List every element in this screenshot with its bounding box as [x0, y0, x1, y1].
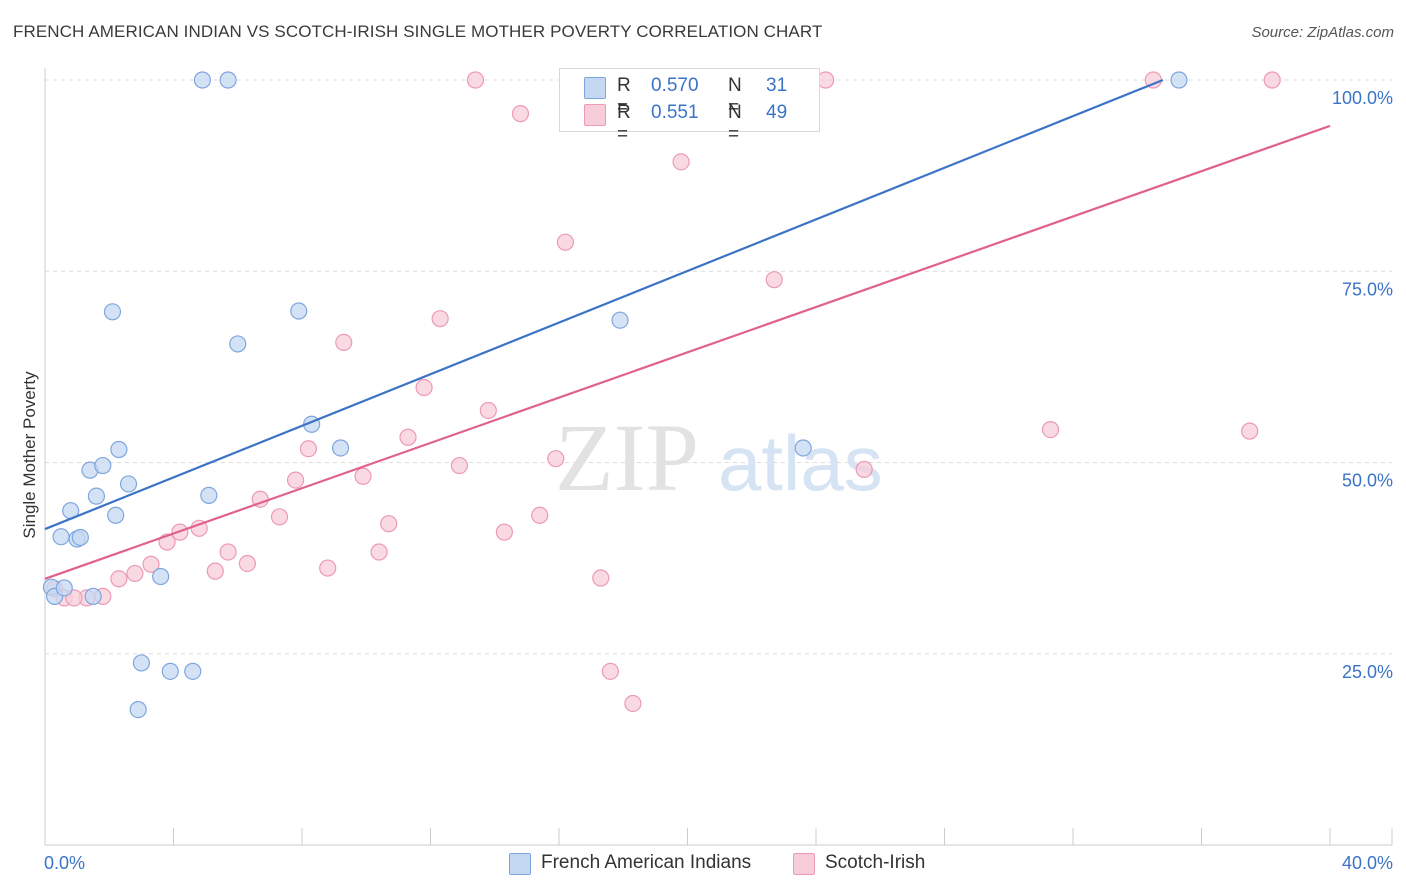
scotch-irish-point — [1041, 421, 1060, 439]
scotch-irish-point — [547, 450, 565, 468]
x-tick-label: 0.0% — [44, 853, 85, 873]
watermark-atlas: atlas — [718, 419, 883, 507]
french-american-indian-point — [794, 439, 812, 457]
french-american-indian-point — [1170, 71, 1188, 89]
french-american-indian-point — [94, 456, 112, 475]
scotch-irish-point — [466, 71, 485, 89]
blue-swatch — [509, 853, 531, 875]
scotch-irish-point — [765, 271, 783, 289]
french-american-indian-point — [219, 71, 237, 89]
scotch-irish-point — [370, 543, 388, 561]
n-value: 49 — [766, 102, 788, 123]
watermark-zip: ZIP — [555, 404, 699, 511]
scotch-irish-point — [142, 555, 160, 573]
r-value: 0.551 — [651, 102, 699, 123]
french-american-indian-point — [193, 71, 212, 89]
y-tick-label: 75.0% — [1342, 279, 1393, 299]
scotch-irish-point — [495, 523, 513, 541]
french-american-indian-point — [84, 587, 102, 605]
scotch-irish-point — [126, 564, 144, 583]
source-label: Source: ZipAtlas.com — [1251, 24, 1394, 41]
scotch-irish-trend-line — [44, 124, 1331, 580]
scotch-irish-point — [238, 554, 256, 573]
y-tick-label: 50.0% — [1342, 471, 1393, 491]
french-american-indian-point — [129, 700, 147, 719]
french-american-indian-trend-line — [44, 78, 1164, 531]
scotch-irish-point — [286, 471, 305, 489]
scotch-irish-point — [1263, 71, 1281, 89]
scotch-irish-point — [380, 515, 398, 533]
r-label: R = — [617, 102, 631, 145]
scotch-irish-point — [672, 153, 690, 171]
axes — [44, 68, 1393, 846]
scotch-irish-point — [219, 543, 237, 561]
french-american-indian-point — [161, 662, 179, 680]
pink-swatch — [584, 104, 606, 126]
scotch-irish-point — [556, 233, 575, 251]
french-american-indian-point — [103, 303, 122, 321]
scotch-irish-point — [855, 460, 873, 478]
y-tick-label: 100.0% — [1332, 88, 1393, 108]
scotch-irish-point — [319, 559, 337, 577]
x-tick-label: 40.0% — [1342, 853, 1393, 873]
french-american-indian-point — [119, 475, 138, 493]
scotch-irish-point — [335, 333, 353, 351]
pink-swatch — [793, 853, 815, 875]
french-american-indian-point — [200, 486, 218, 504]
french-american-indian-point — [52, 528, 70, 546]
correlation-legend: R = 0.570 N = 31 R = 0.551 N = 49 — [559, 68, 820, 145]
scotch-irish-point — [206, 562, 224, 580]
scotch-irish-point — [624, 694, 642, 713]
french-american-indian-point — [184, 662, 202, 680]
r-label: R = — [617, 75, 631, 118]
chart-title: FRENCH AMERICAN INDIAN VS SCOTCH-IRISH S… — [13, 22, 823, 41]
scotch-irish-point — [511, 105, 530, 123]
scotch-irish-point — [110, 570, 128, 588]
french-american-indian-point — [71, 528, 89, 547]
watermark: ZIP atlas — [555, 404, 883, 511]
scotch-irish-point — [399, 428, 417, 446]
french-american-indian-point — [152, 567, 170, 586]
scotch-irish-point — [431, 310, 449, 328]
scotch-irish-point — [299, 440, 318, 458]
scotch-irish-point — [531, 506, 549, 524]
french-american-indian-point — [290, 302, 308, 320]
n-label: N = — [728, 102, 742, 145]
trend-lines — [44, 78, 1331, 580]
french-american-indian-point — [55, 579, 73, 597]
french-american-indian-point — [132, 654, 150, 672]
legend-label: Scotch-Irish — [825, 852, 926, 873]
scotch-irish-point — [1241, 422, 1259, 440]
scotch-irish-point — [601, 662, 620, 680]
legend-label: French American Indians — [541, 852, 752, 873]
n-value: 31 — [766, 75, 788, 96]
n-label: N = — [728, 75, 742, 118]
french-american-indian-point — [229, 335, 247, 353]
french-american-indian-point — [110, 440, 128, 459]
scotch-irish-point — [479, 401, 497, 420]
french-american-indian-point — [107, 506, 125, 524]
y-tick-label: 25.0% — [1342, 662, 1393, 682]
scotch-irish-point — [270, 508, 289, 526]
scotch-irish-point — [592, 569, 610, 587]
french-american-indian-points — [42, 71, 1188, 719]
scotch-irish-point — [817, 71, 835, 89]
french-american-indian-point — [331, 439, 350, 457]
french-american-indian-point — [611, 311, 629, 329]
scotch-irish-point — [415, 378, 433, 397]
grid-lines — [45, 79, 1392, 655]
french-american-indian-point — [87, 487, 106, 505]
tick-labels: 25.0% 50.0% 75.0% 100.0% 0.0% 40.0% — [44, 88, 1393, 873]
scotch-irish-point — [354, 467, 372, 485]
y-axis-label: Single Mother Poverty — [20, 371, 39, 539]
blue-swatch — [584, 77, 606, 99]
r-value: 0.570 — [651, 75, 699, 96]
scotch-irish-point — [450, 456, 469, 475]
scotch-irish-points — [46, 71, 1281, 713]
